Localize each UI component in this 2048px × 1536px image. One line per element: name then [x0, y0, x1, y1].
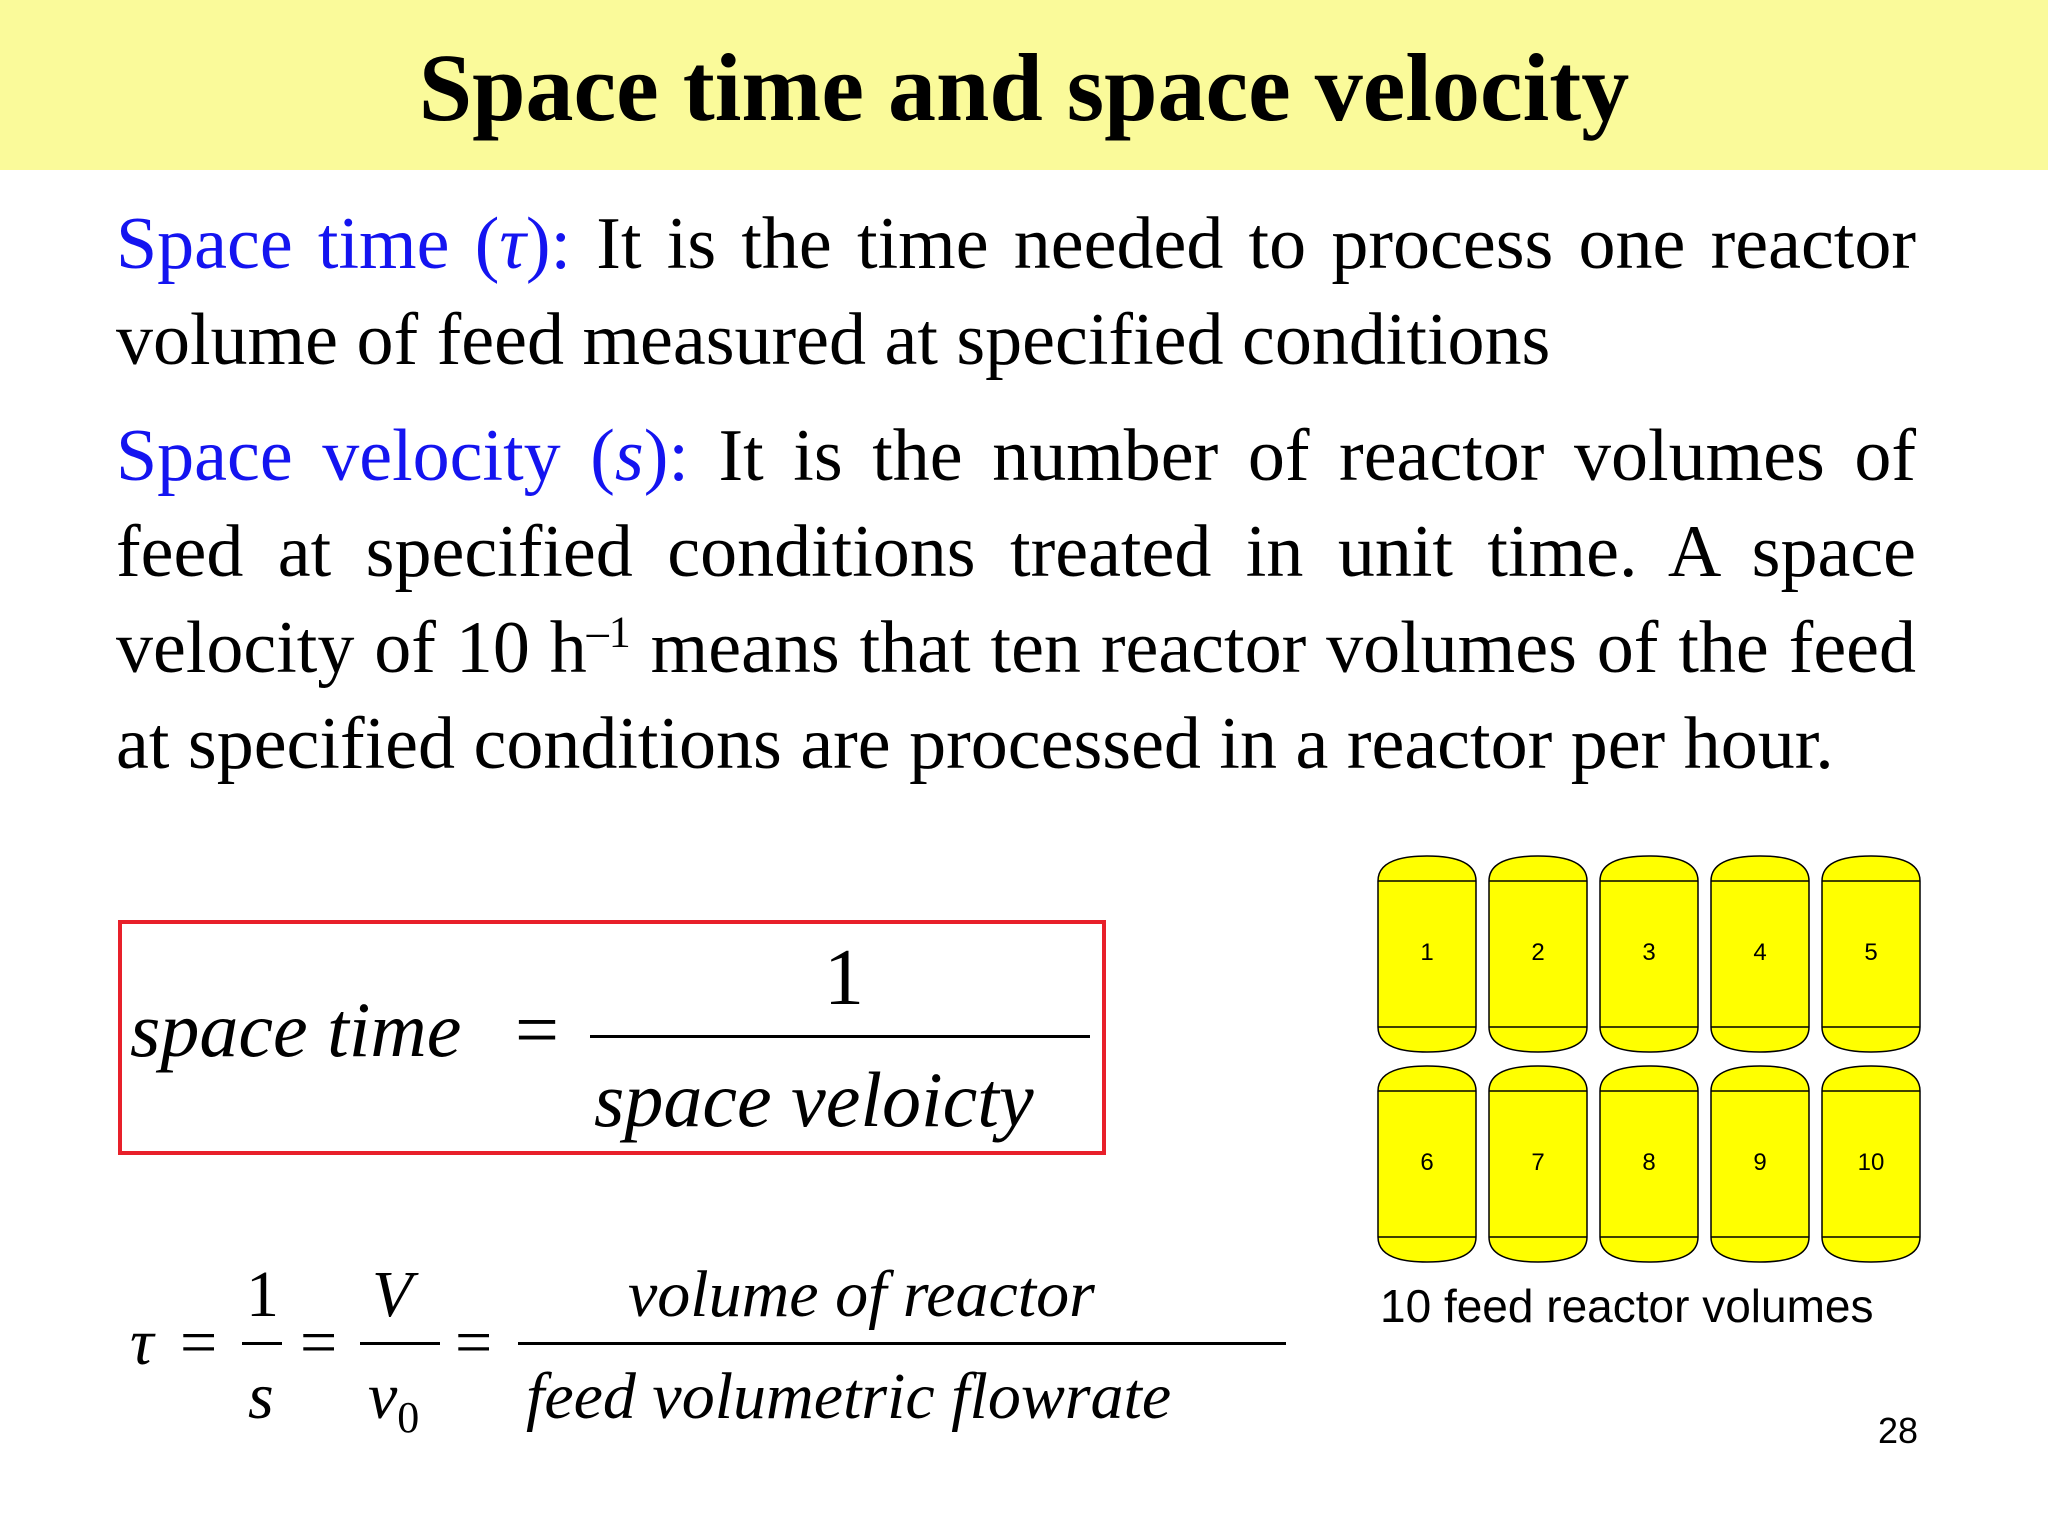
cylinder-shape [1488, 1065, 1588, 1263]
reactor-cylinder: 9 [1710, 1065, 1810, 1263]
slide-title: Space time and space velocity [418, 34, 1630, 141]
v-denominator: v0 [368, 1360, 420, 1443]
cylinder-number: 5 [1864, 939, 1878, 966]
formula-numerator: 1 [824, 934, 864, 1022]
space-velocity-text-a: It is the number of reactor volumes of f… [116, 415, 1917, 689]
space-time-definition: Space time (τ): It is the time needed to… [116, 196, 1916, 388]
formula-lhs: space time [130, 986, 462, 1073]
cylinder-shape [1710, 855, 1810, 1053]
s-denominator: s [248, 1360, 274, 1433]
reactor-cylinder: 6 [1377, 1065, 1477, 1263]
fraction-bar-3 [518, 1342, 1286, 1345]
reactor-cylinder: 8 [1599, 1065, 1699, 1263]
tau-symbol: τ [130, 1306, 154, 1379]
equals-3: = [455, 1306, 493, 1379]
cylinder-shape [1599, 855, 1699, 1053]
cylinder-shape [1821, 1065, 1921, 1263]
unit-exponent: –1 [586, 607, 631, 657]
fraction-bar-1 [242, 1342, 282, 1345]
cylinder-shape [1821, 855, 1921, 1053]
figure-caption: 10 feed reactor volumes [1380, 1280, 1874, 1332]
volume-of-reactor: volume of reactor [628, 1258, 1095, 1331]
reactor-cylinder: 5 [1821, 855, 1921, 1053]
reactor-cylinder: 2 [1488, 855, 1588, 1053]
cylinder-shape [1377, 855, 1477, 1053]
page-number: 28 [1878, 1410, 1919, 1451]
cylinder-number: 3 [1642, 939, 1656, 966]
space-velocity-definition: Space velocity (s): It is the number of … [116, 408, 1916, 792]
title-bar [0, 0, 2048, 170]
space-time-text: It is the time needed to process one rea… [116, 203, 1917, 381]
cylinder-number: 10 [1857, 1149, 1885, 1176]
space-velocity-term: Space velocity (s): [116, 415, 689, 497]
reactor-cylinder: 3 [1599, 855, 1699, 1053]
formula-denominator: space veloicty [594, 1056, 1034, 1143]
cylinder-number: 9 [1753, 1149, 1767, 1176]
cylinder-number: 1 [1420, 939, 1434, 966]
cylinder-number: 2 [1531, 939, 1545, 966]
cylinder-shape [1488, 855, 1588, 1053]
reactor-volumes-figure: 1 2 3 4 5 6 7 8 9 10 [1370, 850, 1930, 1270]
V-numerator: V [372, 1258, 413, 1331]
space-velocity-text-b: means that ten reactor volumes of the fe… [116, 607, 1917, 785]
formula-equals: = [515, 986, 559, 1073]
space-time-term: Space time (τ): [116, 203, 572, 285]
reactor-cylinder: 1 [1377, 855, 1477, 1053]
equals-1: = [180, 1306, 218, 1379]
cylinder-number: 6 [1420, 1149, 1434, 1176]
one-numerator: 1 [246, 1258, 279, 1331]
fraction-bar-2 [360, 1342, 440, 1345]
cylinder-shape [1599, 1065, 1699, 1263]
reactor-cylinder: 4 [1710, 855, 1810, 1053]
fraction-bar [590, 1035, 1090, 1038]
cylinder-number: 4 [1753, 939, 1767, 966]
v-subscript: 0 [397, 1393, 420, 1443]
reactor-cylinder: 10 [1821, 1065, 1921, 1263]
reactor-cylinder: 7 [1488, 1065, 1588, 1263]
space-time-formula-box [118, 920, 1106, 1155]
cylinder-number: 8 [1642, 1149, 1656, 1176]
feed-volumetric-flowrate: feed volumetric flowrate [526, 1360, 1172, 1433]
cylinder-shape [1377, 1065, 1477, 1263]
cylinder-shape [1710, 1065, 1810, 1263]
equals-2: = [300, 1306, 338, 1379]
cylinder-number: 7 [1531, 1149, 1545, 1176]
